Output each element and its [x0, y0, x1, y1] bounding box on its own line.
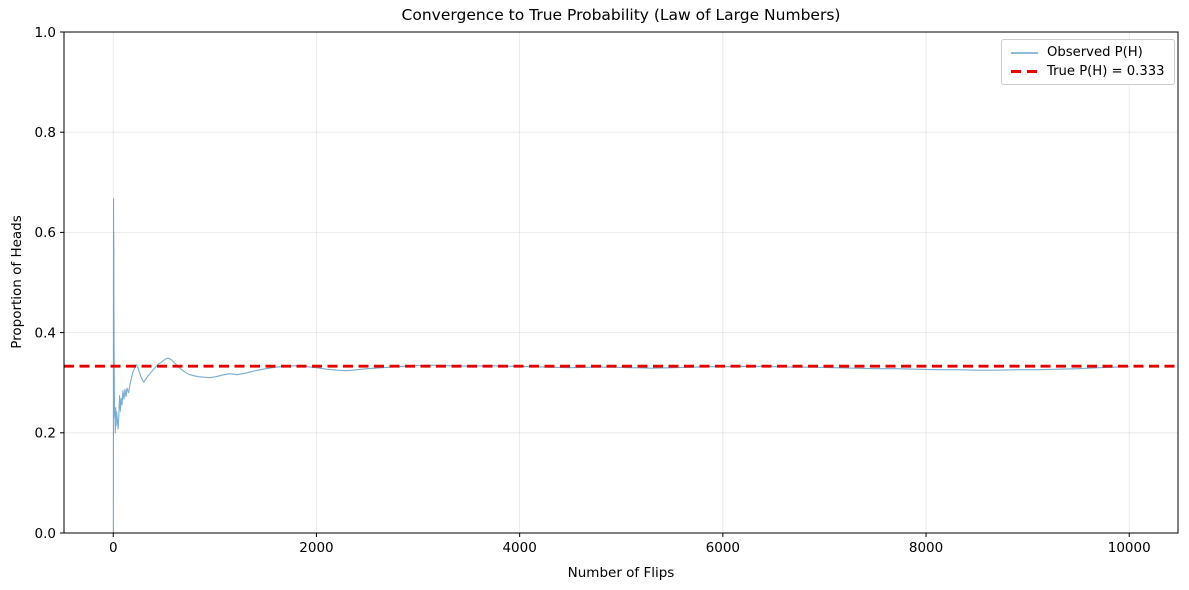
true-line-swatch — [1011, 70, 1038, 73]
legend: Observed P(H) True P(H) = 0.333 — [1001, 39, 1175, 85]
y-tick-label: 0.6 — [35, 225, 56, 241]
axes-spines — [63, 31, 1179, 534]
y-tick-label: 0.0 — [35, 526, 56, 542]
y-tick-label: 0.8 — [35, 125, 56, 141]
x-tick-label: 6000 — [706, 540, 740, 556]
y-tick-label: 0.4 — [35, 325, 56, 341]
observed-line-swatch — [1011, 51, 1038, 54]
legend-item-observed: Observed P(H) — [1011, 45, 1165, 60]
x-tick-label: 2000 — [299, 540, 333, 556]
legend-item-true: True P(H) = 0.333 — [1011, 64, 1165, 79]
x-tick-label: 0 — [109, 540, 118, 556]
x-axis-label: Number of Flips — [567, 565, 675, 581]
legend-label-observed: Observed P(H) — [1047, 45, 1143, 60]
y-tick-label: 1.0 — [35, 25, 56, 41]
chart-title: Convergence to True Probability (Law of … — [401, 6, 841, 24]
x-tick-label: 8000 — [909, 540, 943, 556]
x-tick-label: 10000 — [1108, 540, 1151, 556]
y-tick-label: 0.2 — [35, 426, 56, 442]
y-axis-label: Proportion of Heads — [9, 215, 25, 349]
x-tick-label: 4000 — [502, 540, 536, 556]
legend-label-true: True P(H) = 0.333 — [1047, 64, 1165, 79]
